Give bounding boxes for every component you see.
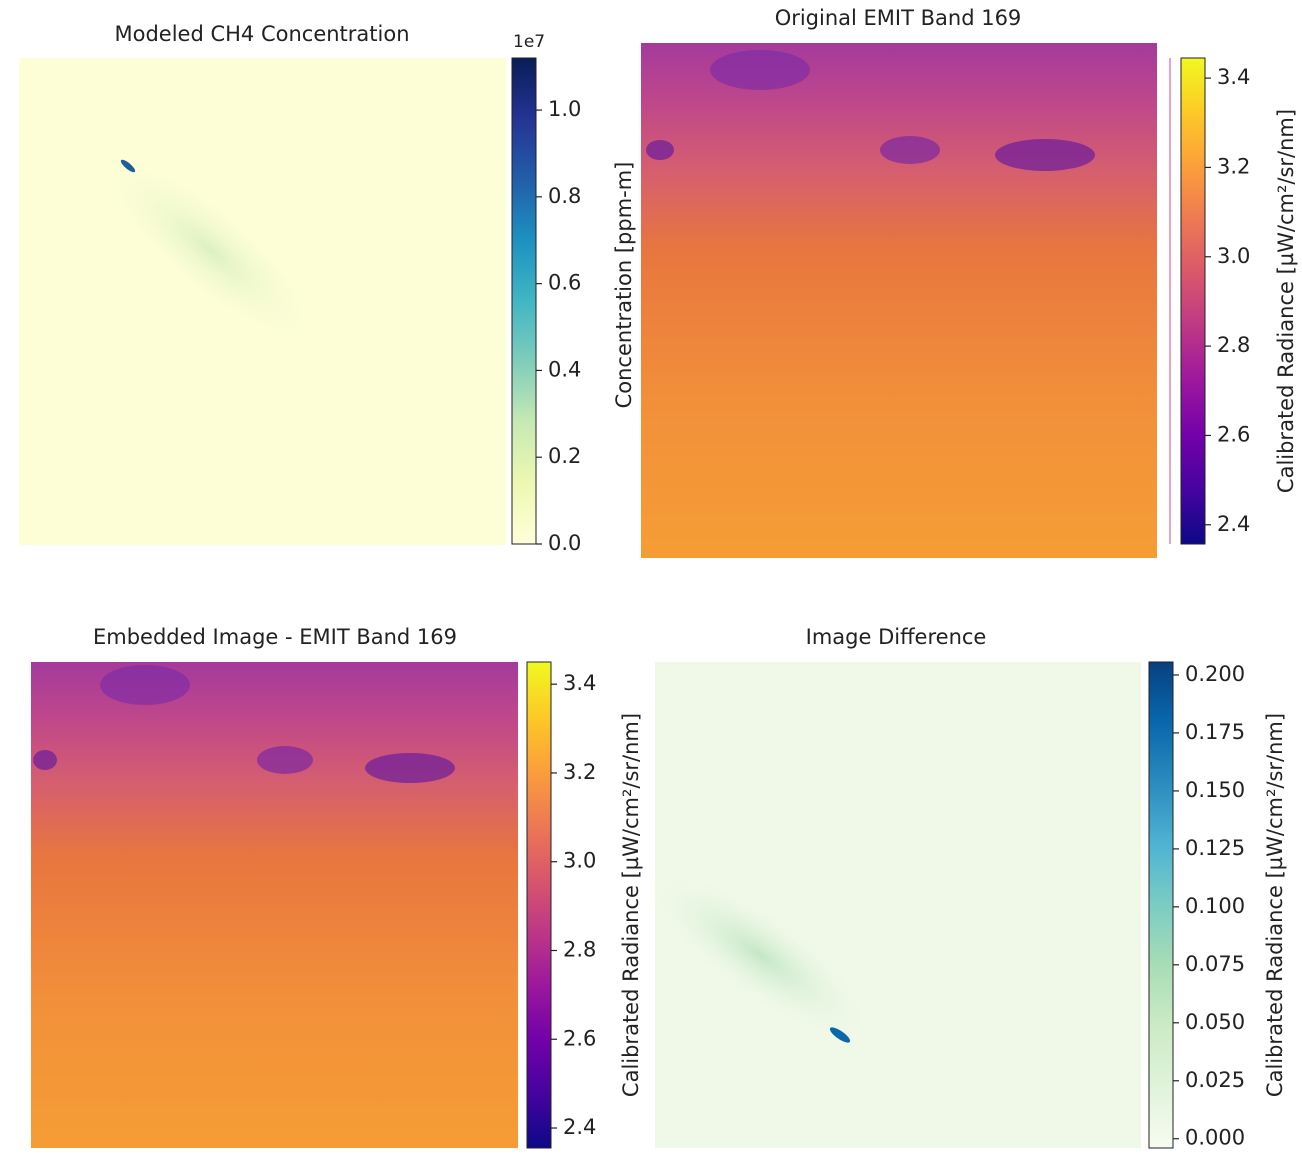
colorbar-tick-label: 0.6 xyxy=(548,271,581,295)
colorbar-tick-label: 0.200 xyxy=(1185,662,1245,686)
colorbar-tick-label: 2.8 xyxy=(563,937,596,961)
panel-title: Original EMIT Band 169 xyxy=(775,6,1022,30)
colorbar-tick-label: 0.100 xyxy=(1185,894,1245,918)
panel-title: Embedded Image - EMIT Band 169 xyxy=(93,625,457,649)
colorbar-tick-label: 0.2 xyxy=(548,444,581,468)
colorbar-tick-label: 2.4 xyxy=(1217,512,1250,536)
colorbar-label: Calibrated Radiance [µW/cm²/sr/nm] xyxy=(1263,713,1287,1097)
colorbar-tick-label: 3.2 xyxy=(563,760,596,784)
panel-title: Modeled CH4 Concentration xyxy=(114,22,409,46)
colorbar-tick-label: 0.150 xyxy=(1185,778,1245,802)
colorbar-tick-label: 3.2 xyxy=(1217,154,1250,178)
colorbar-tick-label: 3.0 xyxy=(563,849,596,873)
image-original xyxy=(641,43,1171,558)
colorbar-tick-label: 0.025 xyxy=(1185,1068,1245,1092)
colorbar xyxy=(526,661,552,1149)
image-ch4 xyxy=(19,58,506,545)
colorbar-tick-label: 3.4 xyxy=(1217,65,1250,89)
colorbar-tick-label: 0.0 xyxy=(548,531,581,555)
colorbar-label: Calibrated Radiance [µW/cm²/sr/nm] xyxy=(1274,109,1298,493)
colorbar-label: Concentration [ppm-m] xyxy=(612,162,636,409)
colorbar-tick-label: 1.0 xyxy=(548,97,581,121)
colorbar xyxy=(511,57,537,545)
colorbar-tick-label: 0.075 xyxy=(1185,952,1245,976)
colorbar-tick-label: 2.6 xyxy=(563,1026,596,1050)
colorbar xyxy=(1180,57,1206,545)
colorbar-tick-label: 0.175 xyxy=(1185,720,1245,744)
colorbar-tick-label: 3.4 xyxy=(563,671,596,695)
colorbar-tick-label: 2.8 xyxy=(1217,333,1250,357)
colorbar-tick-label: 2.4 xyxy=(563,1115,596,1139)
colorbar-tick-label: 3.0 xyxy=(1217,244,1250,268)
colorbar xyxy=(1148,661,1174,1149)
colorbar-tick-label: 0.050 xyxy=(1185,1010,1245,1034)
colorbar-tick-label: 0.125 xyxy=(1185,836,1245,860)
panel-title: Image Difference xyxy=(806,625,987,649)
image-difference xyxy=(642,662,1141,1148)
colorbar-tick-label: 0.4 xyxy=(548,357,581,381)
colorbar-tick-label: 0.000 xyxy=(1185,1126,1245,1150)
colorbar-tick-label: 2.6 xyxy=(1217,422,1250,446)
colorbar-offset: 1e7 xyxy=(513,32,545,52)
colorbar-tick-label: 0.8 xyxy=(548,184,581,208)
colorbar-label: Calibrated Radiance [µW/cm²/sr/nm] xyxy=(619,713,643,1097)
image-embedded xyxy=(31,662,518,1148)
